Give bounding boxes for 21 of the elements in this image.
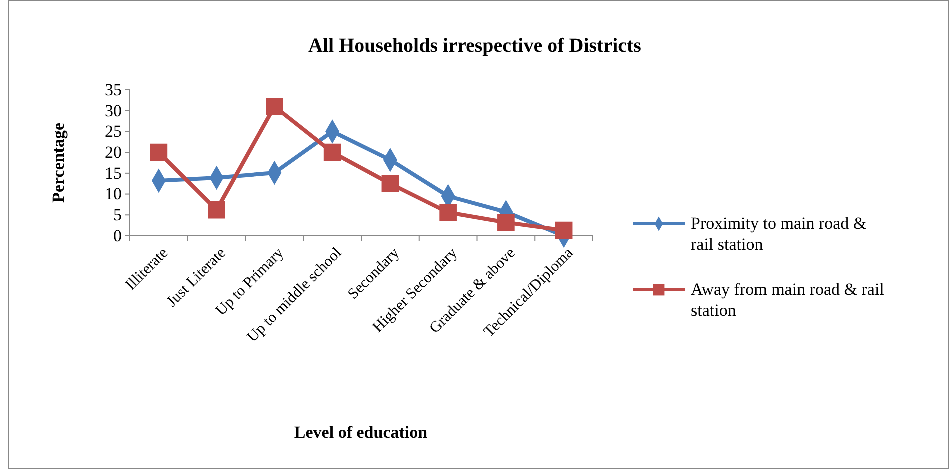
- point: [266, 98, 284, 116]
- point: [208, 201, 226, 219]
- y-tick-label: 10: [105, 184, 122, 204]
- chart-title: All Households irrespective of Districts: [308, 35, 642, 57]
- point: [498, 214, 515, 232]
- y-tick-label: 20: [105, 143, 122, 162]
- legend-label: Proximity to main road & rail station: [691, 214, 867, 254]
- y-tick-label: 30: [105, 101, 122, 120]
- y-tick-label: 15: [105, 164, 122, 183]
- x-axis-title: Level of education: [294, 423, 428, 442]
- y-tick-label: 0: [114, 226, 122, 246]
- y-axis-title: Percentage: [49, 122, 68, 203]
- point: [324, 144, 342, 162]
- point: [555, 222, 573, 240]
- point: [150, 144, 168, 162]
- y-tick-label: 5: [114, 206, 122, 225]
- y-tick-label: 35: [105, 80, 122, 100]
- point: [440, 204, 457, 222]
- y-tick-label: 25: [105, 122, 122, 142]
- point: [382, 175, 400, 193]
- legend-label: Away from main road & rail station: [691, 280, 885, 320]
